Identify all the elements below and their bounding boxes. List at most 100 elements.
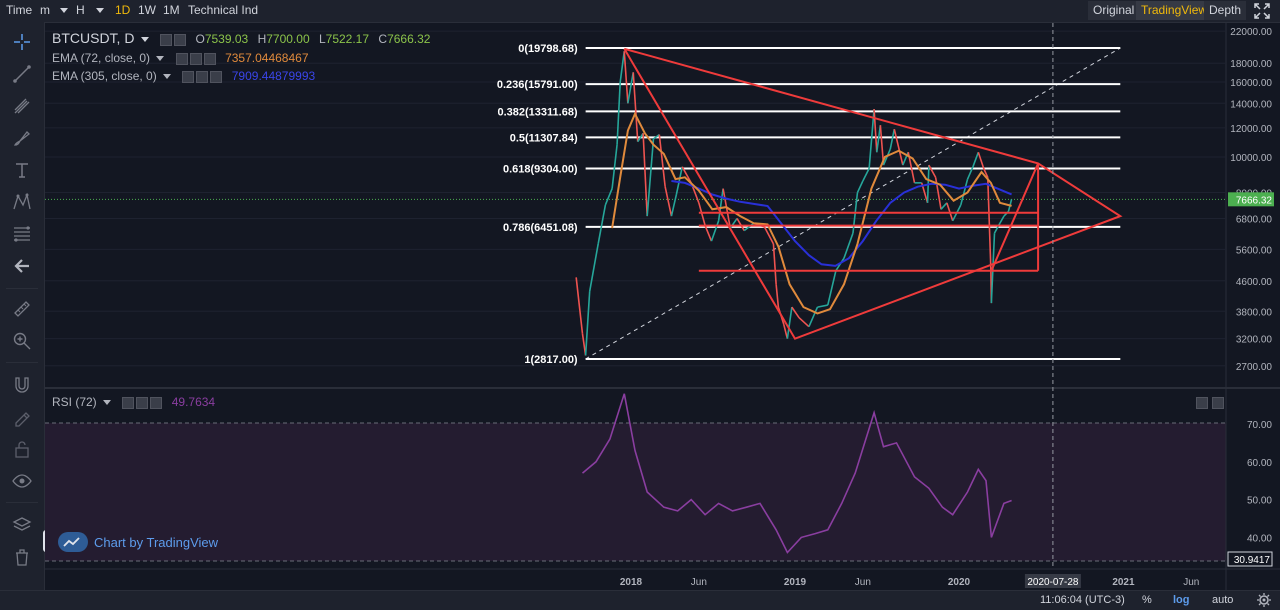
view-tradingview-button[interactable]: TradingView: [1136, 1, 1212, 20]
hours-chevron-down-icon[interactable]: [96, 8, 104, 13]
price-segment: [890, 129, 894, 149]
ema2-chevron-down-icon[interactable]: [163, 74, 171, 79]
technical-indicators-button[interactable]: Technical Ind: [184, 2, 262, 19]
interval-1m-button[interactable]: 1M: [159, 2, 184, 19]
symbol-chevron-down-icon[interactable]: [141, 37, 149, 42]
price-tick-label: 16000.00: [1230, 78, 1272, 89]
price-segment: [773, 244, 776, 284]
price-segment: [576, 277, 582, 333]
fib-trend-dashed-line: [586, 48, 1121, 359]
hours-interval-select[interactable]: H: [72, 2, 89, 19]
settings-icon[interactable]: [176, 53, 188, 65]
close-icon[interactable]: [210, 71, 222, 83]
trend-line-icon[interactable]: [11, 63, 33, 85]
price-segment: [836, 258, 844, 271]
price-segment: [638, 133, 643, 141]
zoom-in-icon[interactable]: [11, 330, 33, 352]
price-segment: [941, 203, 947, 210]
ruler-icon[interactable]: [11, 298, 33, 320]
percent-scale-button[interactable]: %: [1142, 594, 1152, 606]
price-segment: [787, 307, 791, 339]
brush-icon[interactable]: [11, 127, 33, 149]
ema72-line: [612, 114, 1012, 314]
stay-in-drawing-icon[interactable]: [11, 406, 33, 428]
fib-level-label: 0.382(13311.68): [497, 106, 577, 118]
fullscreen-icon[interactable]: [1254, 3, 1270, 19]
hide-icon[interactable]: [190, 53, 202, 65]
clock-readout[interactable]: 11:06:04 (UTC-3): [1040, 594, 1125, 606]
price-segment: [929, 165, 936, 177]
minutes-chevron-down-icon[interactable]: [60, 8, 68, 13]
gear-icon[interactable]: [1257, 593, 1271, 607]
price-segment: [853, 193, 857, 234]
price-segment: [647, 139, 653, 216]
pattern-tool-icon[interactable]: [11, 191, 33, 213]
hide-icon[interactable]: [196, 71, 208, 83]
trash-icon[interactable]: [11, 546, 33, 568]
price-segment: [884, 149, 891, 165]
time-tick-label: 2018: [620, 577, 643, 588]
ema1-chevron-down-icon[interactable]: [156, 56, 164, 61]
price-segment: [711, 221, 718, 241]
ema2-value: 7909.44879993: [232, 69, 315, 83]
ema2-label[interactable]: EMA (305, close, 0): [52, 69, 157, 83]
open-label: O: [195, 32, 204, 46]
settings-icon[interactable]: [160, 34, 172, 46]
minutes-interval-select[interactable]: m: [36, 2, 54, 19]
top-toolbar: Time m H 1D 1W 1M Technical Ind Original…: [0, 0, 1280, 23]
lock-icon[interactable]: [11, 438, 33, 460]
pane-collapse-icon[interactable]: [1196, 397, 1208, 409]
view-depth-button[interactable]: Depth: [1204, 1, 1246, 20]
close-icon[interactable]: [150, 397, 162, 409]
symbol-title[interactable]: BTCUSDT, D: [52, 30, 134, 46]
hide-icon[interactable]: [136, 397, 148, 409]
tradingview-watermark[interactable]: Chart by TradingView: [58, 532, 218, 552]
inner-triangle-pattern: [991, 163, 1038, 270]
price-segment: [676, 167, 682, 195]
price-segment: [730, 218, 737, 228]
price-segment: [922, 183, 928, 203]
pitchfork-icon[interactable]: [11, 95, 33, 117]
magnet-icon[interactable]: [11, 374, 33, 396]
price-segment: [665, 187, 671, 216]
rsi-value: 49.7634: [172, 395, 215, 409]
crosshair-icon[interactable]: [11, 31, 33, 53]
price-segment: [799, 318, 809, 327]
price-segment: [605, 189, 612, 205]
auto-scale-button[interactable]: auto: [1212, 594, 1233, 606]
fib-retracement-icon[interactable]: [11, 223, 33, 245]
rsi-tick-label: 60.00: [1247, 458, 1272, 469]
log-scale-button[interactable]: log: [1173, 594, 1190, 606]
sidebar-collapse-handle[interactable]: [43, 530, 51, 552]
pane-maximize-icon[interactable]: [1212, 397, 1224, 409]
high-label: H: [258, 32, 267, 46]
price-segment: [590, 244, 599, 292]
cloud-icon: [58, 532, 88, 552]
time-button[interactable]: Time: [2, 2, 36, 19]
price-tick-label: 4600.00: [1236, 277, 1273, 288]
fib-level-label: 0(19798.68): [518, 43, 578, 55]
price-segment: [908, 152, 914, 183]
rsi-label[interactable]: RSI (72): [52, 395, 97, 409]
settings-icon[interactable]: [182, 71, 194, 83]
ema1-label[interactable]: EMA (72, close, 0): [52, 51, 150, 65]
ema2-legend: EMA (305, close, 0) 7909.44879993: [52, 69, 315, 83]
price-segment: [624, 51, 628, 103]
price-segment: [778, 307, 783, 324]
layers-icon[interactable]: [11, 514, 33, 536]
close-icon[interactable]: [204, 53, 216, 65]
settings-icon[interactable]: [122, 397, 134, 409]
price-segment: [628, 72, 633, 103]
eye-icon[interactable]: [11, 470, 33, 492]
interval-1d-button[interactable]: 1D: [111, 2, 134, 19]
view-original-button[interactable]: Original: [1088, 1, 1139, 20]
rsi-chevron-down-icon[interactable]: [103, 400, 111, 405]
arrow-left-icon[interactable]: [11, 255, 33, 277]
price-tick-label: 12000.00: [1230, 124, 1272, 135]
interval-1w-button[interactable]: 1W: [134, 2, 160, 19]
price-segment: [973, 152, 978, 167]
hide-icon[interactable]: [174, 34, 186, 46]
price-segment: [1004, 212, 1008, 217]
text-tool-icon[interactable]: [11, 159, 33, 181]
